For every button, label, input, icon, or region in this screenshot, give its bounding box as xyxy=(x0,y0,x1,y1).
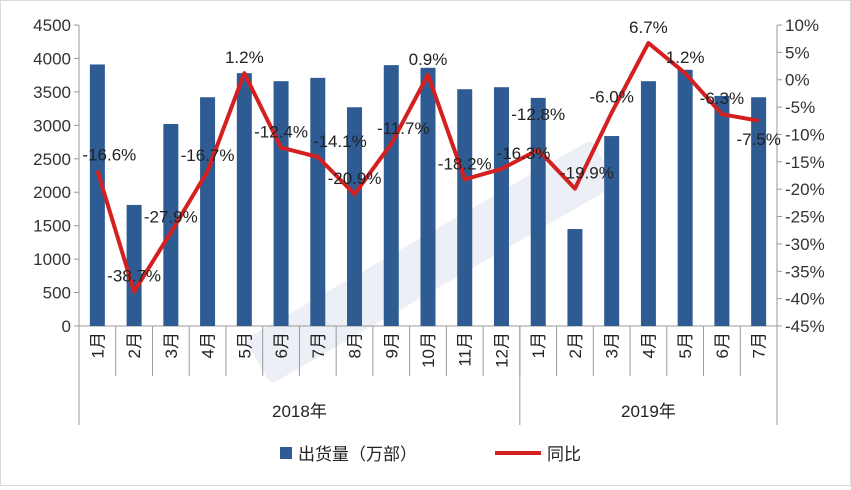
bar xyxy=(383,65,399,326)
category-label: 3月 xyxy=(162,332,181,358)
bar xyxy=(604,136,620,326)
right-tick-label: 0% xyxy=(785,71,810,90)
category-label: 11月 xyxy=(456,332,475,367)
left-tick-label: 4500 xyxy=(33,16,71,35)
left-tick-label: 1500 xyxy=(33,217,71,236)
right-tick-label: 5% xyxy=(785,43,810,62)
category-label: 1月 xyxy=(529,332,548,358)
category-label: 9月 xyxy=(382,332,401,358)
bar xyxy=(457,89,473,326)
bar xyxy=(200,97,216,327)
data-label: -20.9% xyxy=(328,169,382,188)
data-label: -14.1% xyxy=(313,132,367,151)
data-label: -6.3% xyxy=(700,89,744,108)
legend-bar-label: 出货量（万部） xyxy=(298,445,417,464)
category-label: 5月 xyxy=(235,332,254,358)
bar xyxy=(640,81,656,326)
data-label: -11.7% xyxy=(377,119,430,138)
bar xyxy=(714,95,730,326)
category-label: 7月 xyxy=(309,332,328,358)
category-label: 4月 xyxy=(639,332,658,358)
category-label: 8月 xyxy=(346,332,365,358)
category-label: 4月 xyxy=(199,332,218,358)
category-label: 7月 xyxy=(750,332,769,358)
data-label: -18.2% xyxy=(438,154,492,173)
left-tick-label: 2000 xyxy=(33,183,71,202)
right-tick-label: -40% xyxy=(785,290,825,309)
data-label: -27.9% xyxy=(144,207,198,226)
category-label: 6月 xyxy=(713,332,732,358)
bar xyxy=(677,69,693,326)
data-label: -7.5% xyxy=(736,130,780,149)
right-tick-label: -30% xyxy=(785,235,825,254)
legend-line-label: 同比 xyxy=(547,445,581,464)
category-label: 3月 xyxy=(603,332,622,358)
right-tick-label: -15% xyxy=(785,153,825,172)
right-tick-label: -35% xyxy=(785,262,825,281)
data-label: -38.7% xyxy=(107,267,161,286)
bar xyxy=(567,229,583,326)
category-label: 12月 xyxy=(492,332,511,368)
yoy-line xyxy=(95,41,759,294)
left-tick-label: 3500 xyxy=(33,83,71,102)
data-label: 0.9% xyxy=(409,50,448,69)
bar xyxy=(89,64,105,326)
left-tick-label: 2500 xyxy=(33,150,71,169)
data-label: 1.2% xyxy=(666,48,705,67)
bar xyxy=(751,97,767,327)
right-tick-label: 10% xyxy=(785,16,819,35)
right-tick-label: -20% xyxy=(785,180,825,199)
category-label: 2月 xyxy=(125,332,144,358)
bar xyxy=(347,107,363,326)
category-label: 5月 xyxy=(676,332,695,358)
data-label: 1.2% xyxy=(225,48,264,67)
category-label: 1月 xyxy=(88,332,107,358)
bar xyxy=(310,77,326,326)
category-label: 10月 xyxy=(419,332,438,368)
left-tick-label: 1000 xyxy=(33,250,71,269)
data-label: -12.4% xyxy=(254,123,308,142)
category-label: 2月 xyxy=(566,332,585,358)
data-label: -16.6% xyxy=(82,146,136,165)
left-tick-label: 3000 xyxy=(33,116,71,135)
bar xyxy=(420,67,436,326)
category-label: 6月 xyxy=(272,332,291,358)
data-label: -16.7% xyxy=(181,146,235,165)
left-tick-label: 500 xyxy=(43,284,71,303)
bar xyxy=(236,73,252,326)
legend-bar-swatch xyxy=(280,447,292,459)
right-tick-label: -5% xyxy=(785,98,815,117)
data-label: -6.0% xyxy=(589,88,633,107)
group-label: 2019年 xyxy=(621,402,676,421)
right-tick-label: -45% xyxy=(785,317,825,336)
bar xyxy=(126,204,142,326)
group-label: 2018年 xyxy=(272,402,327,421)
left-tick-label: 4000 xyxy=(33,49,71,68)
left-tick-label: 0 xyxy=(62,317,71,336)
data-label: 6.7% xyxy=(629,18,668,37)
bar xyxy=(273,81,289,326)
bar xyxy=(493,87,509,326)
bar xyxy=(163,123,179,327)
bar xyxy=(530,97,546,326)
right-tick-label: -25% xyxy=(785,208,825,227)
data-label: -19.9% xyxy=(560,164,614,183)
data-label: -12.8% xyxy=(511,105,565,124)
data-label: -16.3% xyxy=(497,144,551,163)
right-tick-label: -10% xyxy=(785,125,825,144)
